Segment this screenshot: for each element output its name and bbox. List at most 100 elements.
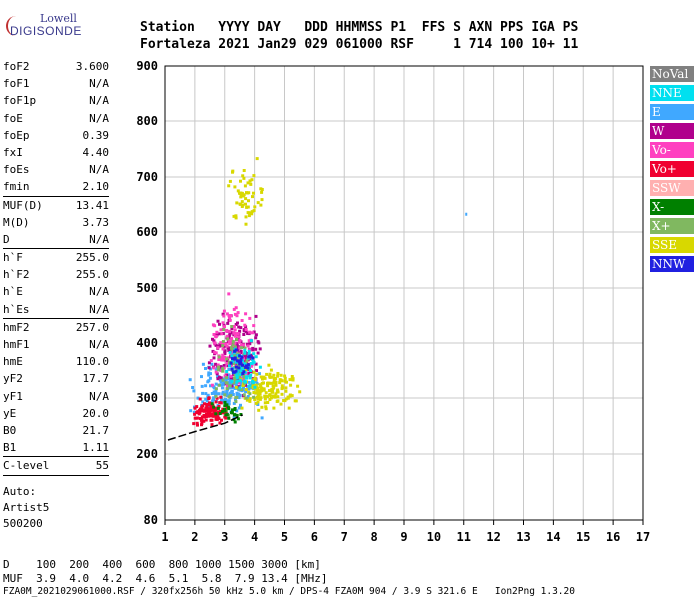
- echo-point: [255, 369, 258, 373]
- param-name: hmF2: [3, 320, 30, 334]
- param-row: M(D) 3.73: [3, 214, 109, 231]
- echo-point: [252, 174, 256, 178]
- echo-point: [235, 314, 239, 318]
- logo-line-2: DIGISONDE: [10, 24, 82, 38]
- echo-point: [205, 414, 209, 418]
- echo-point: [204, 397, 208, 401]
- echo-point: [272, 406, 276, 410]
- echo-point: [227, 292, 231, 296]
- echo-point: [234, 398, 237, 402]
- param-value: 3.600: [75, 60, 109, 73]
- param-row: B1 1.11: [3, 439, 109, 456]
- echo-point: [252, 330, 256, 334]
- echo-point: [233, 420, 237, 424]
- echo-point: [214, 351, 218, 355]
- echo-point: [248, 376, 252, 380]
- echo-point: [257, 372, 261, 376]
- echo-point: [206, 393, 210, 397]
- logo-swoosh: [6, 16, 22, 36]
- echo-point: [274, 381, 278, 384]
- param-name: foEp: [3, 128, 30, 142]
- echo-point: [240, 355, 244, 359]
- echo-point: [245, 358, 249, 362]
- echo-point: [250, 353, 254, 357]
- echo-point: [229, 394, 233, 398]
- echo-point: [227, 184, 231, 188]
- x-tick-label: 7: [341, 530, 348, 544]
- echo-point: [256, 351, 260, 355]
- echo-point: [197, 408, 201, 412]
- echo-point: [274, 383, 278, 387]
- param-name: h`F: [3, 251, 23, 265]
- echo-point: [228, 342, 232, 346]
- echo-point: [298, 390, 302, 394]
- param-name: D: [3, 232, 10, 246]
- echo-point: [246, 332, 250, 335]
- echo-point: [256, 395, 259, 399]
- echo-point: [193, 406, 197, 410]
- echo-point: [241, 372, 245, 376]
- echo-point: [218, 322, 221, 326]
- echo-point: [255, 157, 259, 161]
- echo-point: [250, 364, 254, 368]
- param-name: B0: [3, 423, 17, 437]
- echo-point: [260, 190, 264, 194]
- echo-point: [247, 371, 251, 375]
- echo-point: [222, 309, 226, 313]
- echo-point: [220, 332, 224, 336]
- echo-point: [209, 418, 213, 422]
- echo-point: [246, 205, 250, 209]
- y-tick-label: 500: [136, 281, 158, 295]
- echo-point: [223, 411, 226, 415]
- param-row: yF2 17.7: [3, 370, 109, 387]
- param-value: 17.7: [82, 372, 110, 386]
- x-tick-label: 16: [606, 530, 620, 544]
- legend-item: Vo-: [650, 142, 694, 158]
- echo-point: [242, 328, 246, 332]
- echo-point: [238, 354, 242, 358]
- footer-info: FZA0M_2021029061000.RSF / 320fx256h 50 k…: [3, 586, 575, 597]
- echo-point: [216, 346, 220, 350]
- param-row: h`F2 255.0: [3, 266, 109, 283]
- param-row: hmE 110.0: [3, 353, 109, 370]
- echo-point: [219, 380, 223, 383]
- echo-point: [251, 381, 255, 385]
- echo-point: [245, 352, 249, 355]
- echo-point: [221, 367, 225, 371]
- echo-point: [235, 376, 239, 379]
- echo-point: [256, 201, 260, 205]
- echo-point: [236, 353, 240, 357]
- echo-point: [214, 387, 218, 391]
- echo-point: [203, 409, 207, 413]
- echo-point: [236, 332, 240, 335]
- echo-point: [242, 176, 246, 180]
- echo-point: [198, 397, 202, 401]
- echo-point: [269, 396, 273, 400]
- echo-point: [216, 368, 220, 372]
- echo-point: [215, 396, 219, 400]
- echo-point: [232, 413, 236, 417]
- echo-point: [252, 383, 256, 387]
- echo-point: [253, 385, 257, 389]
- echo-point: [257, 408, 261, 412]
- echo-point: [238, 346, 242, 350]
- echo-point: [220, 397, 224, 401]
- echo-point: [225, 392, 229, 396]
- x-tick-label: 6: [311, 530, 318, 544]
- echo-point: [228, 380, 232, 384]
- param-value: 1.11: [82, 441, 110, 455]
- echo-point: [213, 341, 216, 345]
- echo-point: [239, 357, 243, 361]
- echo-point: [269, 388, 273, 392]
- echo-point: [231, 340, 235, 343]
- echo-point: [203, 402, 206, 406]
- echo-point: [232, 373, 235, 377]
- echo-point: [243, 383, 247, 387]
- echo-point: [239, 351, 243, 355]
- echo-point: [242, 386, 245, 390]
- param-row: foF1p N/A: [3, 92, 109, 109]
- x-tick-label: 12: [486, 530, 500, 544]
- echo-point: [213, 390, 217, 394]
- echo-point: [215, 392, 219, 396]
- param-row: h`F 255.0: [3, 248, 109, 266]
